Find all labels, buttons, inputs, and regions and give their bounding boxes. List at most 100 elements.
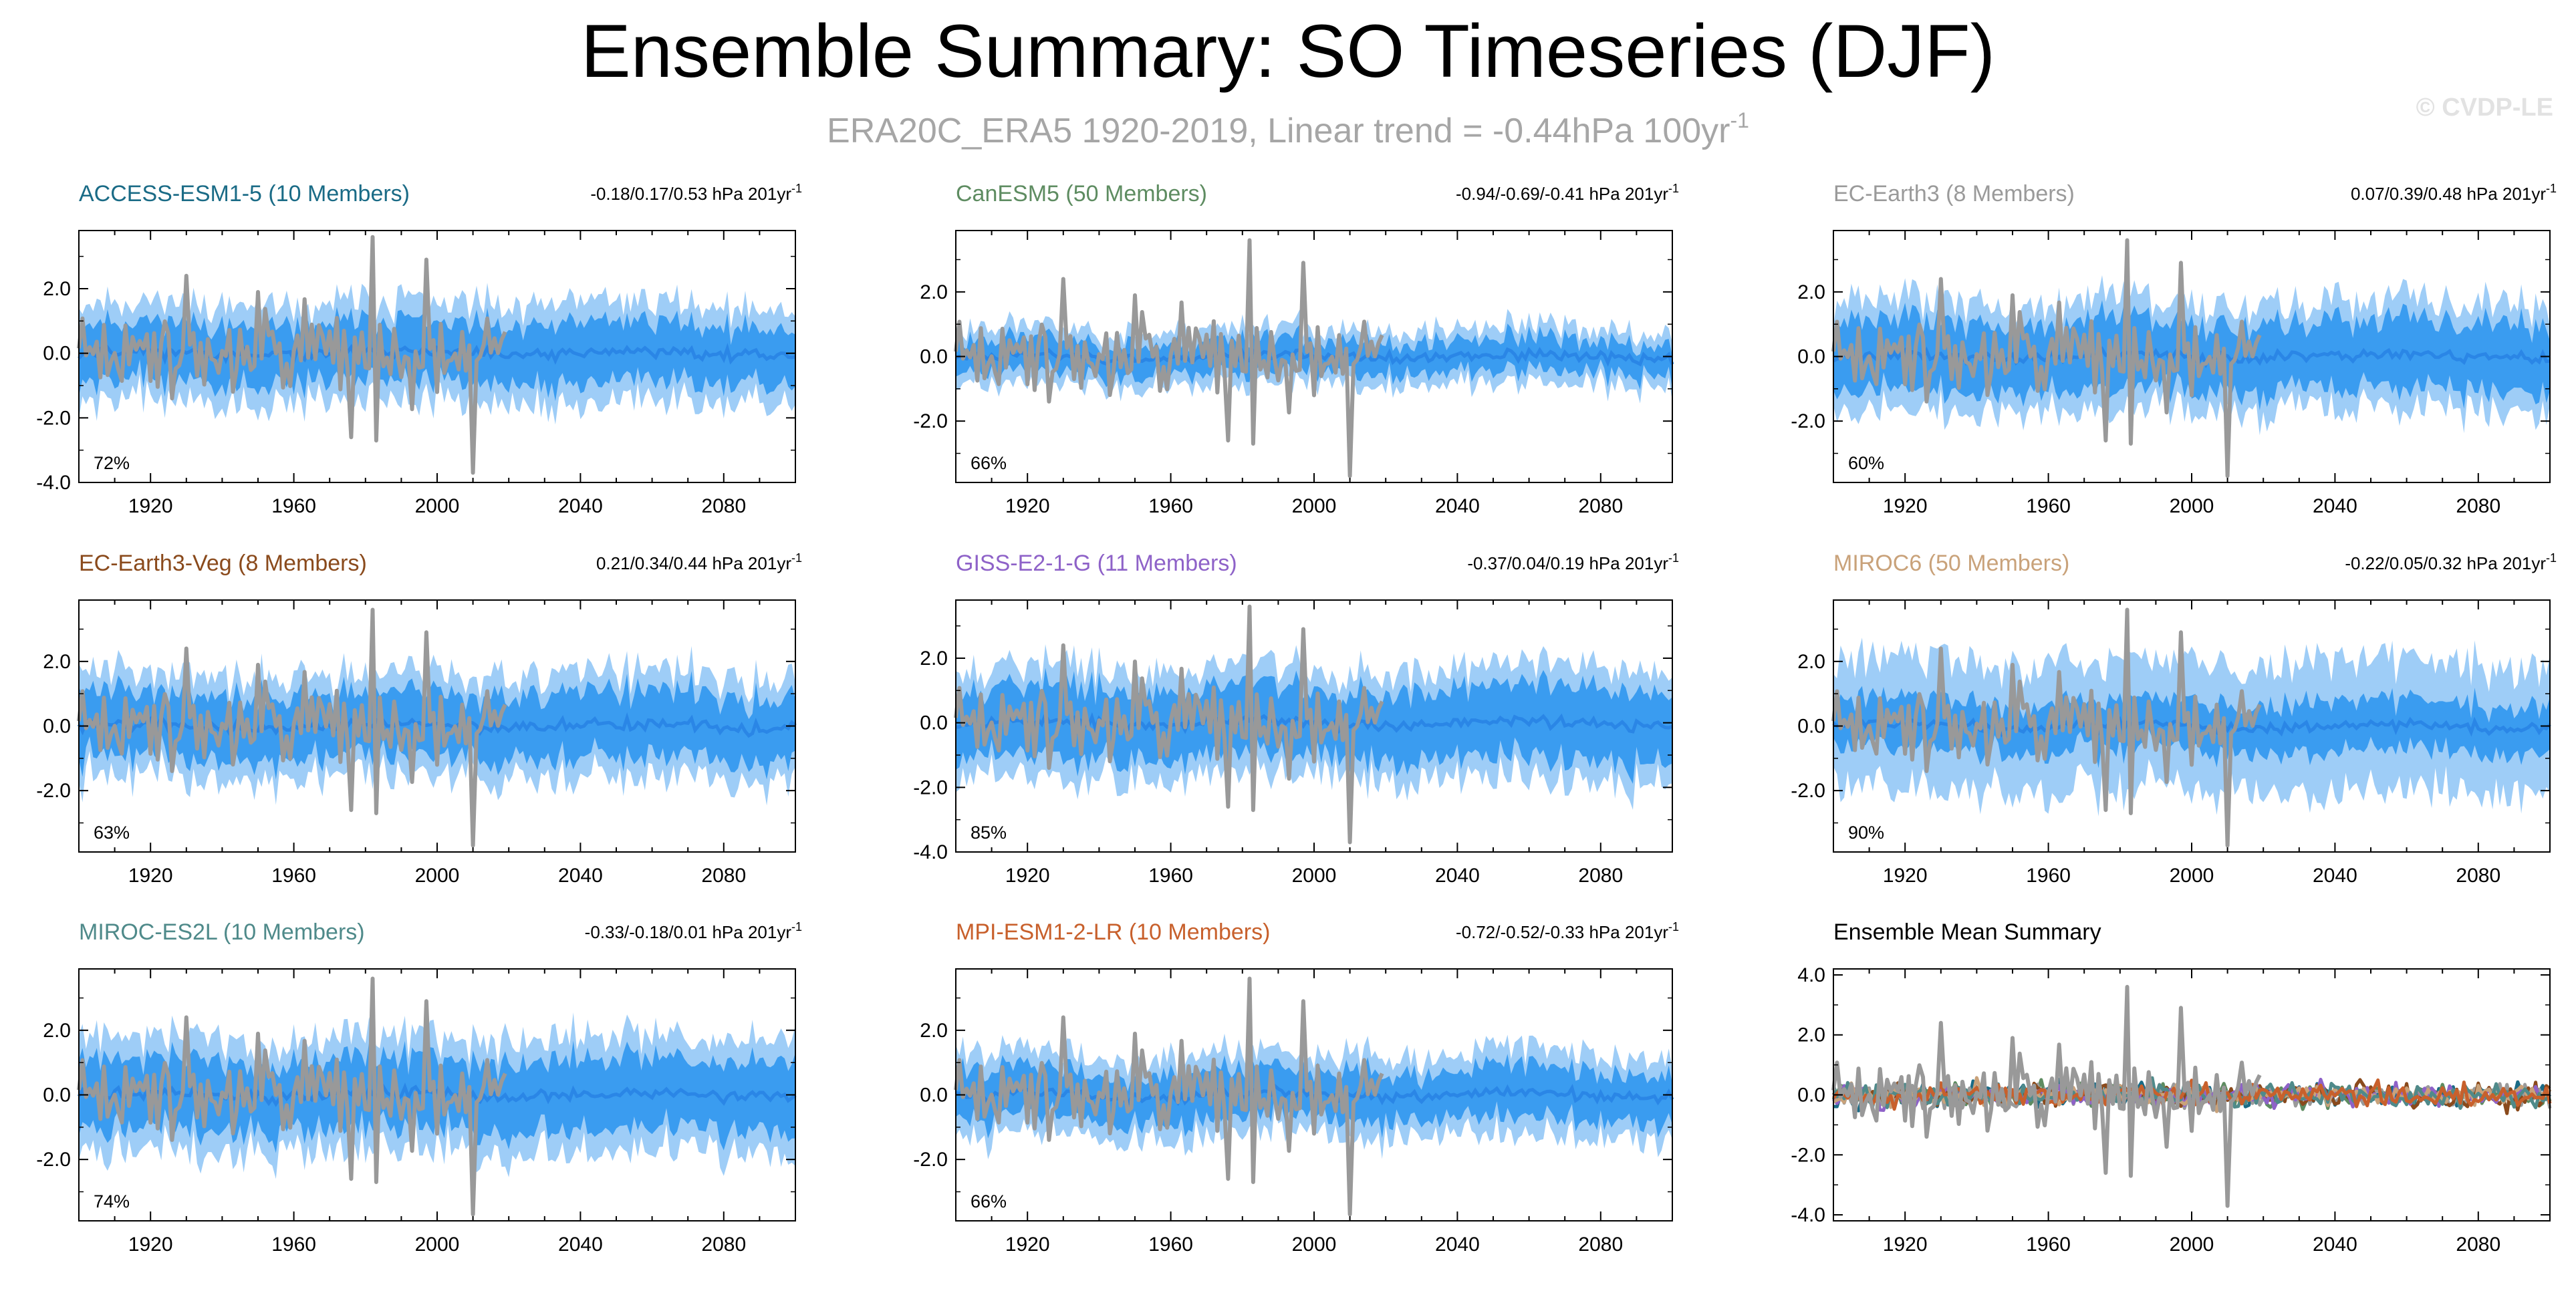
y-tick-label: 2.0 xyxy=(1797,1024,1825,1046)
x-tick-label: 1960 xyxy=(2026,495,2071,517)
y-tick-label: -2.0 xyxy=(913,776,948,799)
y-tick-label: -2.0 xyxy=(913,1149,948,1171)
observations-line xyxy=(954,238,1384,478)
panel-2: CanESM5 (50 Members) -0.94/-0.69/-0.41 hP… xyxy=(913,181,1679,517)
y-tick-label: -2.0 xyxy=(36,1149,71,1171)
y-tick-label: -4.0 xyxy=(36,472,71,494)
x-tick-label: 1920 xyxy=(1005,495,1050,517)
x-tick-label: 1960 xyxy=(2026,1234,2071,1256)
x-tick-label: 2080 xyxy=(2456,865,2500,887)
figure-subtitle: ERA20C_ERA5 1920-2019, Linear trend = -0… xyxy=(0,99,2576,152)
percent-label: 63% xyxy=(94,823,130,843)
y-tick-label: 2.0 xyxy=(920,281,948,303)
trend-label: 0.21/0.34/0.44 hPa 201yr-1 xyxy=(596,551,802,573)
subtitle-text: ERA20C_ERA5 1920-2019, Linear trend = -0… xyxy=(827,112,1730,150)
x-tick-label: 1960 xyxy=(1148,865,1193,887)
percent-label: 85% xyxy=(971,823,1007,843)
x-tick-label: 1960 xyxy=(271,865,316,887)
y-tick-label: 4.0 xyxy=(1797,964,1825,986)
panel-8: MPI-ESM1-2-LR (10 Members) -0.72/-0.52/-0… xyxy=(913,919,1679,1256)
y-tick-label: 0.0 xyxy=(1797,716,1825,738)
x-tick-label: 2080 xyxy=(1578,495,1623,517)
y-tick-label: 0.0 xyxy=(920,712,948,734)
panel-6: MIROC6 (50 Members) -0.22/0.05/0.32 hPa 2… xyxy=(1791,551,2557,887)
observations-line xyxy=(1831,607,2262,848)
observations-line xyxy=(954,604,1384,845)
x-tick-label: 1920 xyxy=(1883,495,1928,517)
x-tick-label: 2000 xyxy=(2170,1234,2214,1256)
x-tick-label: 2080 xyxy=(1578,1234,1623,1256)
y-tick-label: 2.0 xyxy=(43,651,71,673)
x-tick-label: 2040 xyxy=(1435,495,1480,517)
observations-line xyxy=(77,235,507,475)
x-tick-label: 2080 xyxy=(1578,865,1623,887)
x-tick-label: 2080 xyxy=(701,865,746,887)
x-tick-label: 2040 xyxy=(558,865,603,887)
x-tick-label: 1920 xyxy=(128,495,173,517)
percent-label: 60% xyxy=(1848,453,1884,473)
panel-7: MIROC-ES2L (10 Members) -0.33/-0.18/0.01 … xyxy=(36,919,802,1256)
percent-label: 66% xyxy=(971,453,1007,473)
x-tick-label: 1960 xyxy=(1148,1234,1193,1256)
x-tick-label: 1920 xyxy=(1883,1234,1928,1256)
x-tick-label: 2000 xyxy=(415,865,460,887)
y-tick-label: 2.0 xyxy=(1797,651,1825,673)
y-tick-label: -2.0 xyxy=(1791,1144,1825,1166)
panel-4: EC-Earth3-Veg (8 Members) 0.21/0.34/0.44 … xyxy=(36,551,802,887)
panel-title: Ensemble Mean Summary xyxy=(1833,919,2101,945)
observations-line xyxy=(77,607,507,848)
x-tick-label: 2080 xyxy=(2456,495,2500,517)
x-tick-label: 1920 xyxy=(1005,865,1050,887)
panel-title: MIROC-ES2L (10 Members) xyxy=(79,919,365,945)
y-tick-label: 2.0 xyxy=(920,1020,948,1042)
y-tick-label: 2.0 xyxy=(920,648,948,670)
x-tick-label: 2040 xyxy=(558,1234,603,1256)
panel-3: EC-Earth3 (8 Members) 0.07/0.39/0.48 hPa … xyxy=(1791,181,2557,517)
trend-label: -0.37/0.04/0.19 hPa 201yr-1 xyxy=(1467,551,1679,573)
cvdp-watermark: © CVDP-LE xyxy=(2416,94,2553,122)
panel-title: MPI-ESM1-2-LR (10 Members) xyxy=(956,919,1270,945)
panel-title: GISS-E2-1-G (11 Members) xyxy=(956,551,1237,576)
x-tick-label: 2000 xyxy=(415,1234,460,1256)
x-tick-label: 2080 xyxy=(2456,1234,2500,1256)
x-tick-label: 1960 xyxy=(1148,495,1193,517)
subtitle-superscript: -1 xyxy=(1730,108,1749,132)
observations-line xyxy=(77,976,507,1217)
panel-1: ACCESS-ESM1-5 (10 Members) -0.18/0.17/0.5… xyxy=(36,181,802,517)
y-tick-label: 2.0 xyxy=(43,1020,71,1042)
x-tick-label: 2040 xyxy=(2313,865,2357,887)
y-tick-label: 0.0 xyxy=(43,1085,71,1107)
panel-5: GISS-E2-1-G (11 Members) -0.37/0.04/0.19 … xyxy=(913,551,1679,887)
x-tick-label: 2040 xyxy=(1435,1234,1480,1256)
panel-title: CanESM5 (50 Members) xyxy=(956,181,1207,206)
x-tick-label: 1920 xyxy=(128,865,173,887)
x-tick-label: 2000 xyxy=(1292,865,1337,887)
y-tick-label: -4.0 xyxy=(913,841,948,863)
y-tick-label: -4.0 xyxy=(1791,1204,1825,1226)
y-tick-label: 0.0 xyxy=(1797,346,1825,368)
percent-label: 90% xyxy=(1848,823,1884,843)
y-tick-label: 0.0 xyxy=(920,1085,948,1107)
y-tick-label: 2.0 xyxy=(1797,281,1825,303)
y-tick-label: 0.0 xyxy=(920,346,948,368)
y-tick-label: -2.0 xyxy=(1791,780,1825,802)
percent-label: 74% xyxy=(94,1191,130,1211)
x-tick-label: 2000 xyxy=(1292,1234,1337,1256)
x-tick-label: 2040 xyxy=(2313,1234,2357,1256)
x-tick-label: 2000 xyxy=(1292,495,1337,517)
trend-label: -0.94/-0.69/-0.41 hPa 201yr-1 xyxy=(1456,182,1679,204)
figure-title: Ensemble Summary: SO Timeseries (DJF) xyxy=(581,9,1995,93)
x-tick-label: 2040 xyxy=(1435,865,1480,887)
x-tick-label: 2000 xyxy=(2170,495,2214,517)
percent-label: 72% xyxy=(94,453,130,473)
y-tick-label: -2.0 xyxy=(36,780,71,802)
x-tick-label: 2040 xyxy=(558,495,603,517)
y-tick-label: 0.0 xyxy=(43,343,71,365)
observations-line xyxy=(1831,238,2262,478)
trend-label: -0.22/0.05/0.32 hPa 201yr-1 xyxy=(2345,551,2557,573)
x-tick-label: 1920 xyxy=(1005,1234,1050,1256)
panel-title: MIROC6 (50 Members) xyxy=(1833,551,2069,576)
x-tick-label: 1960 xyxy=(271,1234,316,1256)
y-tick-label: -2.0 xyxy=(36,407,71,429)
